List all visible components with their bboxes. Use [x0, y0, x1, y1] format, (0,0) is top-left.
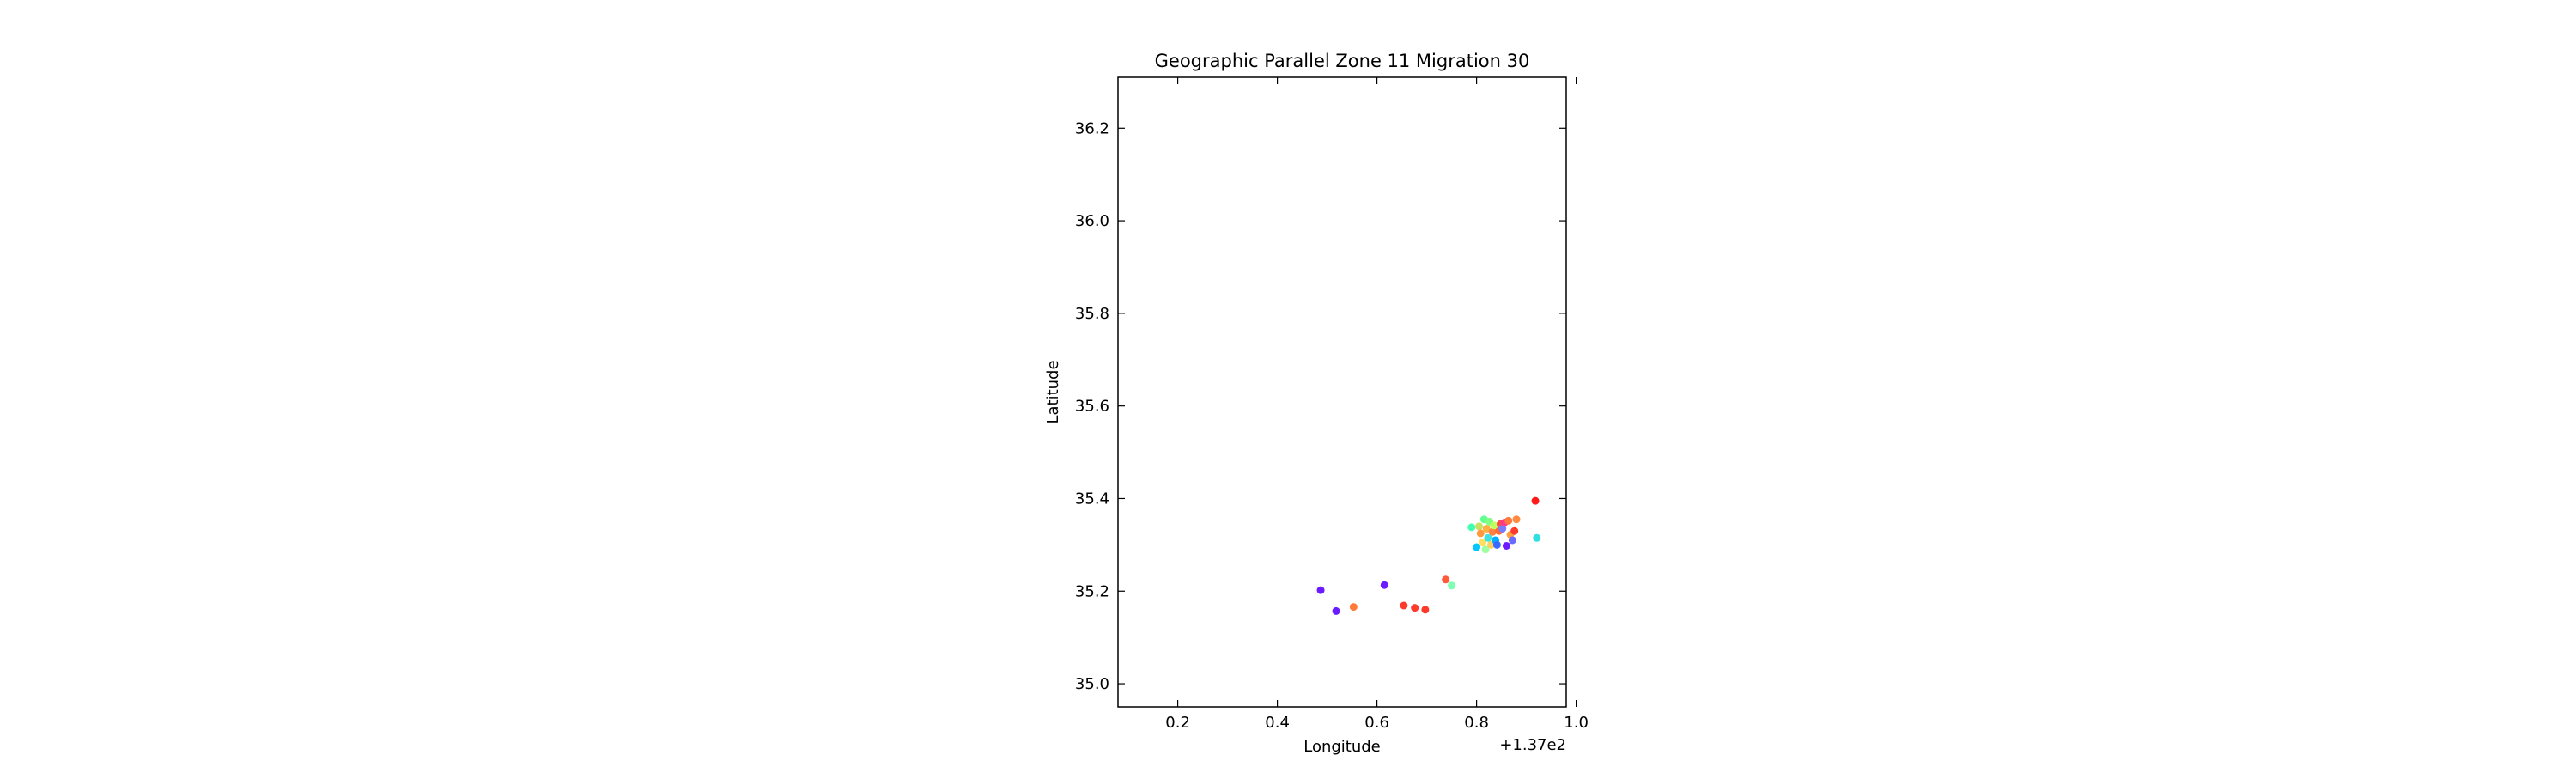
- x-tick-label: 0.4: [1265, 714, 1290, 732]
- data-point: [1475, 522, 1483, 531]
- y-tick-label: 35.0: [1075, 675, 1109, 693]
- data-point: [1508, 536, 1516, 545]
- data-point: [1504, 516, 1513, 525]
- data-point: [1411, 604, 1419, 612]
- data-point: [1492, 540, 1501, 549]
- data-point: [1510, 526, 1519, 535]
- y-tick-label: 35.6: [1075, 398, 1109, 416]
- data-point: [1531, 496, 1540, 505]
- data-point: [1476, 529, 1485, 538]
- axis-ticks: 0.2 0.4 0.6 0.8 1.0 35.0 35.2 35.4 35.6 35.8 36.0 3…: [1075, 77, 1589, 732]
- data-point: [1512, 515, 1521, 524]
- x-tick-label: 0.8: [1464, 714, 1489, 732]
- y-tick-label: 36.0: [1075, 212, 1109, 230]
- x-axis-offset-label: +1.37e2: [1499, 736, 1566, 754]
- data-point: [1380, 581, 1388, 589]
- data-point: [1488, 527, 1497, 536]
- y-tick-label: 35.8: [1075, 305, 1109, 323]
- data-point: [1533, 533, 1541, 542]
- x-axis-label: Longitude: [1303, 738, 1381, 756]
- data-point: [1349, 603, 1358, 612]
- data-point: [1484, 533, 1492, 542]
- y-tick-label: 35.2: [1075, 582, 1109, 600]
- y-tick-label: 36.2: [1075, 119, 1109, 137]
- data-points: [1316, 496, 1541, 615]
- x-tick-label: 0.2: [1165, 714, 1190, 732]
- y-tick-label: 35.4: [1075, 490, 1109, 508]
- data-point: [1479, 539, 1487, 547]
- data-point: [1442, 575, 1450, 584]
- y-axis-label: Latitude: [1044, 360, 1062, 423]
- x-tick-label: 1.0: [1564, 714, 1589, 732]
- plot-frame: [1117, 76, 1567, 708]
- data-point: [1502, 541, 1510, 550]
- data-point: [1400, 601, 1408, 610]
- data-point: [1316, 586, 1325, 594]
- chart-title: Geographic Parallel Zone 11 Migration 30: [1155, 51, 1530, 71]
- data-point: [1473, 543, 1481, 551]
- data-point: [1481, 545, 1490, 554]
- data-point: [1421, 606, 1430, 614]
- data-point: [1467, 523, 1476, 532]
- data-point: [1448, 581, 1456, 590]
- data-point: [1482, 524, 1491, 533]
- data-point: [1332, 606, 1340, 615]
- data-point: [1498, 524, 1507, 533]
- data-point: [1490, 521, 1498, 530]
- x-tick-label: 0.6: [1364, 714, 1389, 732]
